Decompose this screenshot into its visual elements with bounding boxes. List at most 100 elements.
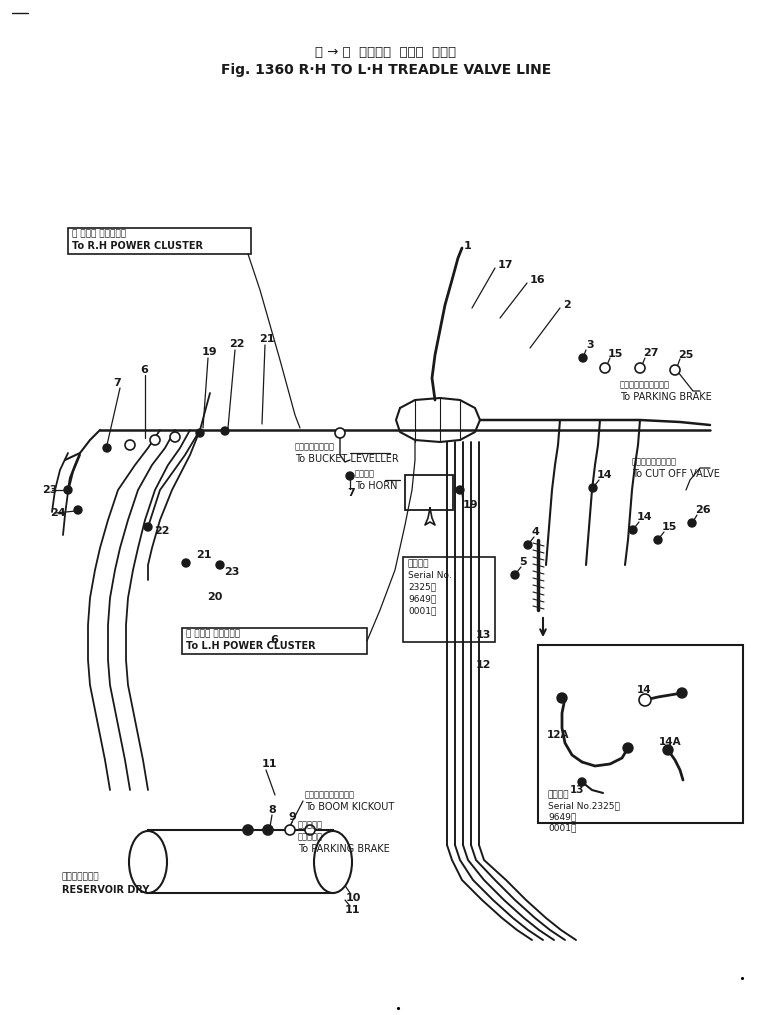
- Circle shape: [677, 688, 687, 698]
- Circle shape: [456, 486, 464, 494]
- Text: RESERVOIR DRY: RESERVOIR DRY: [62, 885, 149, 895]
- Circle shape: [589, 484, 597, 492]
- Circle shape: [623, 743, 633, 753]
- Text: 13: 13: [476, 630, 491, 640]
- Text: 23: 23: [224, 567, 239, 577]
- Text: 24: 24: [50, 508, 66, 518]
- Text: Serial No.: Serial No.: [408, 570, 452, 580]
- Bar: [68, 228, 251, 254]
- Text: 9649～: 9649～: [408, 595, 436, 604]
- Circle shape: [125, 439, 135, 450]
- Text: 7: 7: [113, 378, 120, 388]
- Circle shape: [263, 825, 273, 835]
- Circle shape: [103, 444, 111, 452]
- Text: 12: 12: [476, 660, 492, 670]
- Circle shape: [244, 826, 252, 834]
- Circle shape: [74, 506, 82, 514]
- Text: 6: 6: [140, 365, 148, 375]
- Text: 9649～: 9649～: [548, 812, 576, 821]
- Text: 14: 14: [637, 685, 652, 695]
- Circle shape: [629, 526, 637, 534]
- Text: 14: 14: [637, 512, 652, 522]
- Text: 5: 5: [519, 557, 527, 567]
- Circle shape: [221, 427, 229, 435]
- Circle shape: [511, 571, 519, 579]
- Text: 適用号機: 適用号機: [408, 559, 429, 568]
- Text: To BUCKET LEVELLER: To BUCKET LEVELLER: [295, 454, 399, 464]
- Circle shape: [557, 693, 567, 703]
- Circle shape: [578, 779, 586, 786]
- Text: Serial No.2325～: Serial No.2325～: [548, 802, 620, 811]
- Circle shape: [639, 694, 651, 706]
- Text: 14A: 14A: [659, 737, 682, 747]
- Text: 15: 15: [662, 522, 677, 532]
- Text: 9: 9: [288, 812, 296, 822]
- Text: 13: 13: [570, 785, 584, 795]
- Circle shape: [264, 826, 272, 834]
- Text: 0001～: 0001～: [408, 607, 436, 615]
- Text: 2: 2: [563, 300, 571, 310]
- Text: 19: 19: [202, 347, 218, 357]
- Bar: [182, 628, 367, 654]
- Bar: [538, 645, 743, 823]
- Ellipse shape: [314, 831, 352, 893]
- Text: 16: 16: [530, 275, 546, 285]
- Circle shape: [216, 561, 224, 569]
- Circle shape: [579, 354, 587, 362]
- Text: 6: 6: [270, 635, 278, 645]
- Text: 0001～: 0001～: [548, 823, 577, 832]
- Text: 26: 26: [695, 505, 710, 515]
- Text: ブレーキへ: ブレーキへ: [298, 832, 323, 841]
- Circle shape: [64, 486, 72, 494]
- Text: 右 → 左  トレドル  バルブ  ライン: 右 → 左 トレドル バルブ ライン: [316, 46, 456, 59]
- Text: 15: 15: [608, 349, 623, 359]
- Text: リザーバドライ: リザーバドライ: [62, 873, 100, 881]
- Text: 25: 25: [678, 350, 693, 360]
- Text: To L.H POWER CLUSTER: To L.H POWER CLUSTER: [186, 641, 316, 651]
- Text: 1: 1: [464, 241, 472, 251]
- Circle shape: [663, 745, 673, 755]
- Circle shape: [670, 365, 680, 375]
- Text: 11: 11: [262, 759, 277, 769]
- Text: 7: 7: [347, 488, 355, 498]
- Text: To R.H POWER CLUSTER: To R.H POWER CLUSTER: [72, 241, 203, 251]
- Text: 12A: 12A: [547, 730, 570, 740]
- Circle shape: [654, 536, 662, 544]
- Text: To PARKING BRAKE: To PARKING BRAKE: [620, 392, 712, 402]
- Circle shape: [346, 472, 354, 480]
- Bar: [403, 557, 495, 642]
- Circle shape: [335, 428, 345, 438]
- Text: To HORN: To HORN: [355, 481, 398, 491]
- Text: パーキング: パーキング: [298, 820, 323, 829]
- Text: To PARKING BRAKE: To PARKING BRAKE: [298, 844, 390, 854]
- Text: 21: 21: [196, 550, 212, 560]
- Ellipse shape: [129, 831, 167, 893]
- Circle shape: [243, 825, 253, 835]
- Bar: [405, 475, 453, 510]
- Text: ブームキックアウトへ: ブームキックアウトへ: [305, 791, 355, 800]
- Text: 19: 19: [463, 500, 479, 510]
- Circle shape: [688, 519, 696, 527]
- Circle shape: [635, 363, 645, 373]
- Text: バケットレバーへ: バケットレバーへ: [295, 443, 335, 452]
- Text: ホーンへ: ホーンへ: [355, 470, 375, 478]
- Circle shape: [170, 432, 180, 442]
- Circle shape: [524, 541, 532, 549]
- Text: 8: 8: [268, 805, 276, 815]
- Text: 22: 22: [229, 339, 245, 349]
- Text: 右 パワー クラスタへ: 右 パワー クラスタへ: [72, 229, 126, 239]
- Text: 20: 20: [207, 592, 222, 602]
- Circle shape: [285, 825, 295, 835]
- Circle shape: [144, 523, 152, 531]
- Circle shape: [196, 429, 204, 437]
- Text: To BOOM KICKOUT: To BOOM KICKOUT: [305, 802, 394, 812]
- Text: カットオフバルブへ: カットオフバルブへ: [632, 458, 677, 467]
- Circle shape: [600, 363, 610, 373]
- Text: To CUT OFF VALVE: To CUT OFF VALVE: [632, 469, 720, 479]
- Text: 23: 23: [42, 485, 57, 495]
- Circle shape: [150, 435, 160, 445]
- Text: 左 パワー クラスタへ: 左 パワー クラスタへ: [186, 629, 240, 638]
- Text: 11: 11: [345, 905, 361, 915]
- Text: 17: 17: [498, 260, 513, 270]
- Text: 21: 21: [259, 334, 275, 344]
